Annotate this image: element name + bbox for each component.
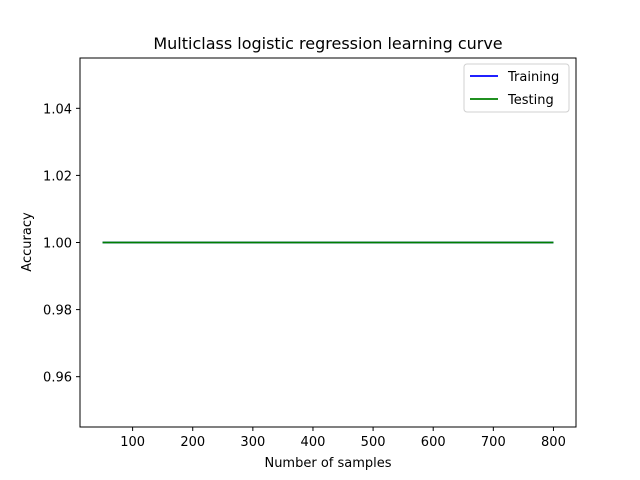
x-axis: 100 200 300 400 500 600 700 800 bbox=[120, 427, 566, 450]
y-axis: 0.96 0.98 1.00 1.02 1.04 bbox=[43, 102, 80, 386]
x-axis-label: Number of samples bbox=[264, 456, 391, 471]
x-tick-label: 700 bbox=[481, 435, 506, 450]
x-tick-label: 500 bbox=[361, 435, 386, 450]
x-tick-label: 800 bbox=[541, 435, 566, 450]
y-tick-label: 1.00 bbox=[43, 237, 72, 252]
x-tick-label: 300 bbox=[240, 435, 265, 450]
legend-label-testing: Testing bbox=[507, 93, 554, 108]
x-tick-label: 600 bbox=[421, 435, 446, 450]
y-tick-label: 1.04 bbox=[43, 102, 72, 117]
legend: Training Testing bbox=[463, 63, 570, 113]
x-tick-label: 400 bbox=[301, 435, 326, 450]
legend-label-training: Training bbox=[507, 70, 559, 85]
y-axis-label: Accuracy bbox=[20, 212, 35, 272]
x-tick-label: 100 bbox=[120, 435, 145, 450]
y-tick-label: 1.02 bbox=[43, 169, 72, 184]
y-tick-label: 0.98 bbox=[43, 304, 72, 319]
chart-title: Multiclass logistic regression learning … bbox=[153, 34, 502, 53]
y-tick-label: 0.96 bbox=[43, 371, 72, 386]
x-tick-label: 200 bbox=[180, 435, 205, 450]
